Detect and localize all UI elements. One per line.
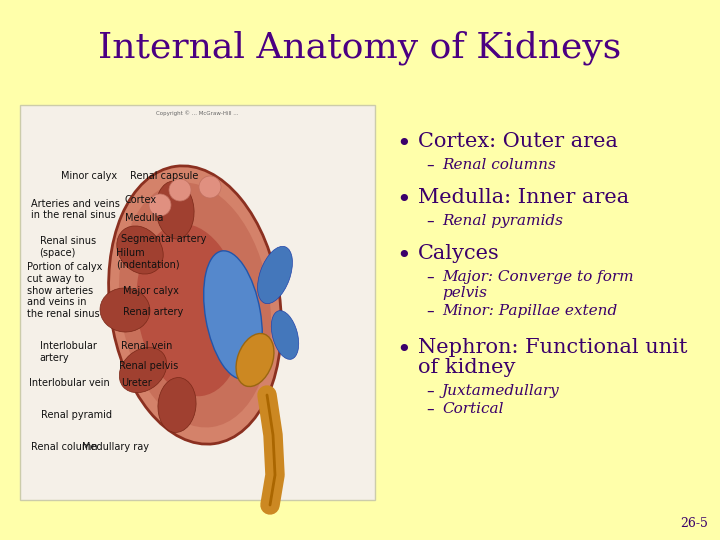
Text: Medulla: Medulla xyxy=(125,213,163,222)
Text: Minor: Papillae extend: Minor: Papillae extend xyxy=(442,304,617,318)
Ellipse shape xyxy=(149,194,171,216)
Text: •: • xyxy=(396,244,410,268)
Text: Renal vein: Renal vein xyxy=(121,341,173,351)
Text: Interlobular vein: Interlobular vein xyxy=(29,379,109,388)
Text: –: – xyxy=(426,270,433,285)
Text: –: – xyxy=(426,384,433,399)
Text: Arteries and veins
in the renal sinus: Arteries and veins in the renal sinus xyxy=(31,199,120,220)
Ellipse shape xyxy=(136,224,243,396)
Text: –: – xyxy=(426,304,433,319)
Ellipse shape xyxy=(271,310,299,359)
Text: of kidney: of kidney xyxy=(418,358,516,377)
Text: Segmental artery: Segmental artery xyxy=(121,234,207,244)
Ellipse shape xyxy=(204,251,262,379)
Ellipse shape xyxy=(100,288,150,332)
Text: Copyright © ... McGraw-Hill ...: Copyright © ... McGraw-Hill ... xyxy=(156,110,239,116)
Text: Cortical: Cortical xyxy=(442,402,503,416)
Ellipse shape xyxy=(258,246,292,303)
Text: Renal artery: Renal artery xyxy=(123,307,183,318)
Text: Juxtamedullary: Juxtamedullary xyxy=(442,384,559,398)
Text: Nephron: Functional unit: Nephron: Functional unit xyxy=(418,338,688,357)
Ellipse shape xyxy=(169,179,191,201)
Text: •: • xyxy=(396,338,410,362)
Text: –: – xyxy=(426,158,433,173)
Text: Internal Anatomy of Kidneys: Internal Anatomy of Kidneys xyxy=(99,31,621,65)
Ellipse shape xyxy=(158,377,196,433)
Text: •: • xyxy=(396,188,410,212)
Bar xyxy=(20,105,375,500)
Text: Minor calyx: Minor calyx xyxy=(60,171,117,181)
Text: Calyces: Calyces xyxy=(418,244,500,263)
Ellipse shape xyxy=(236,334,274,387)
Text: Medullary ray: Medullary ray xyxy=(82,442,149,451)
Ellipse shape xyxy=(120,347,167,393)
Text: –: – xyxy=(426,214,433,229)
Text: •: • xyxy=(396,132,410,156)
Text: Renal pyramids: Renal pyramids xyxy=(442,214,563,228)
Text: Interlobular
artery: Interlobular artery xyxy=(40,341,96,363)
Text: Hilum
(indentation): Hilum (indentation) xyxy=(116,248,179,270)
Ellipse shape xyxy=(109,166,282,444)
Text: Major calyx: Major calyx xyxy=(123,286,179,295)
Ellipse shape xyxy=(117,226,163,274)
Text: 26-5: 26-5 xyxy=(680,517,708,530)
Ellipse shape xyxy=(119,183,271,428)
Text: Renal pyramid: Renal pyramid xyxy=(41,410,112,420)
Text: Renal columns: Renal columns xyxy=(442,158,556,172)
Ellipse shape xyxy=(199,176,221,198)
Text: Renal capsule: Renal capsule xyxy=(130,171,199,181)
Text: Medulla: Inner area: Medulla: Inner area xyxy=(418,188,629,207)
Text: Renal sinus
(space): Renal sinus (space) xyxy=(40,237,96,258)
Text: Ureter: Ureter xyxy=(121,379,152,388)
Text: –: – xyxy=(426,402,433,417)
Text: Cortex: Cortex xyxy=(125,195,157,205)
Text: Major: Converge to form: Major: Converge to form xyxy=(442,270,634,284)
Text: Portion of calyx
cut away to
show arteries
and veins in
the renal sinus: Portion of calyx cut away to show arteri… xyxy=(27,262,102,319)
Text: Cortex: Outer area: Cortex: Outer area xyxy=(418,132,618,151)
Text: Renal pelvis: Renal pelvis xyxy=(120,361,179,370)
Text: pelvis: pelvis xyxy=(442,286,487,300)
Ellipse shape xyxy=(156,181,194,239)
Text: Renal column: Renal column xyxy=(31,442,98,451)
